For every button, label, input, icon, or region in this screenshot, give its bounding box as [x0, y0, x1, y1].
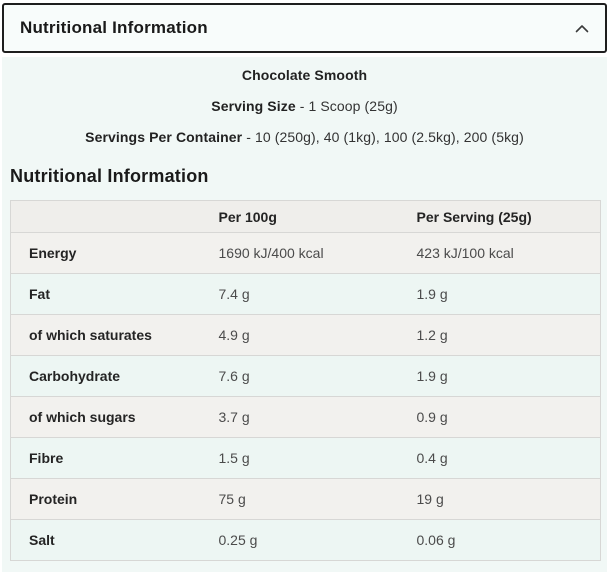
- serving-size-line: Serving Size - 1 Scoop (25g): [2, 98, 607, 114]
- accordion-content: Chocolate Smooth Serving Size - 1 Scoop …: [2, 57, 607, 572]
- table-row-salt: Salt 0.25 g 0.06 g: [10, 519, 601, 561]
- row-per-serving: 0.06 g: [416, 532, 456, 548]
- row-per-100g: 75 g: [213, 478, 412, 520]
- table-row-energy: Energy 1690 kJ/400 kcal 423 kJ/100 kcal: [10, 232, 601, 274]
- row-per-100g: 1.5 g: [213, 437, 412, 479]
- column-header-blank: [10, 200, 214, 233]
- row-label: of which sugars: [10, 396, 214, 438]
- column-header-per-100g: Per 100g: [213, 200, 412, 233]
- row-per-serving: 1.9 g: [411, 355, 601, 397]
- row-per-100g: 3.7 g: [213, 396, 412, 438]
- servings-per-container-line: Servings Per Container - 10 (250g), 40 (…: [2, 129, 607, 145]
- row-label: Protein: [10, 478, 214, 520]
- table-row-protein: Protein 75 g 19 g: [10, 478, 601, 520]
- row-per-serving: 1.2 g: [411, 314, 601, 356]
- row-label: Fat: [10, 273, 214, 315]
- row-per-serving: 19 g: [411, 478, 601, 520]
- serving-size-value: - 1 Scoop (25g): [299, 98, 398, 114]
- table-header-row: Per 100g Per Serving (25g): [10, 200, 601, 233]
- table-row-carbohydrate: Carbohydrate 7.6 g 1.9 g: [10, 355, 601, 397]
- row-per-100g: 4.9 g: [213, 314, 412, 356]
- table-row-fibre: Fibre 1.5 g 0.4 g: [10, 437, 601, 479]
- accordion-title: Nutritional Information: [20, 18, 208, 37]
- row-per-100g: 1690 kJ/400 kcal: [213, 232, 412, 274]
- row-per-serving: 423 kJ/100 kcal: [411, 232, 601, 274]
- row-label: Energy: [10, 232, 214, 274]
- row-per-serving: 0.9 g: [411, 396, 601, 438]
- section-heading: Nutritional Information: [10, 166, 209, 186]
- row-per-100g: 7.6 g: [213, 355, 412, 397]
- table-row-sugars: of which sugars 3.7 g 0.9 g: [10, 396, 601, 438]
- row-label: Fibre: [10, 437, 214, 479]
- row-per-100g: 7.4 g: [213, 273, 412, 315]
- row-label: Salt: [29, 532, 55, 548]
- nutrition-table: Per 100g Per Serving (25g) Energy 1690 k…: [10, 200, 601, 561]
- nutritional-info-panel: Nutritional Information Chocolate Smooth…: [0, 3, 609, 572]
- column-header-per-serving: Per Serving (25g): [411, 200, 601, 233]
- chevron-up-icon: [575, 24, 589, 33]
- flavour-name: Chocolate Smooth: [241, 67, 368, 83]
- row-per-serving: 0.4 g: [411, 437, 601, 479]
- row-label: of which saturates: [10, 314, 214, 356]
- accordion-header-nutritional-information[interactable]: Nutritional Information: [2, 3, 607, 53]
- serving-size-label: Serving Size: [211, 98, 296, 114]
- servings-per-container-label: Servings Per Container: [85, 129, 243, 145]
- row-per-serving: 1.9 g: [411, 273, 601, 315]
- row-per-100g: 0.25 g: [218, 532, 258, 548]
- servings-per-container-value: - 10 (250g), 40 (1kg), 100 (2.5kg), 200 …: [246, 129, 524, 145]
- table-row-fat: Fat 7.4 g 1.9 g: [10, 273, 601, 315]
- table-row-saturates: of which saturates 4.9 g 1.2 g: [10, 314, 601, 356]
- row-label: Carbohydrate: [10, 355, 214, 397]
